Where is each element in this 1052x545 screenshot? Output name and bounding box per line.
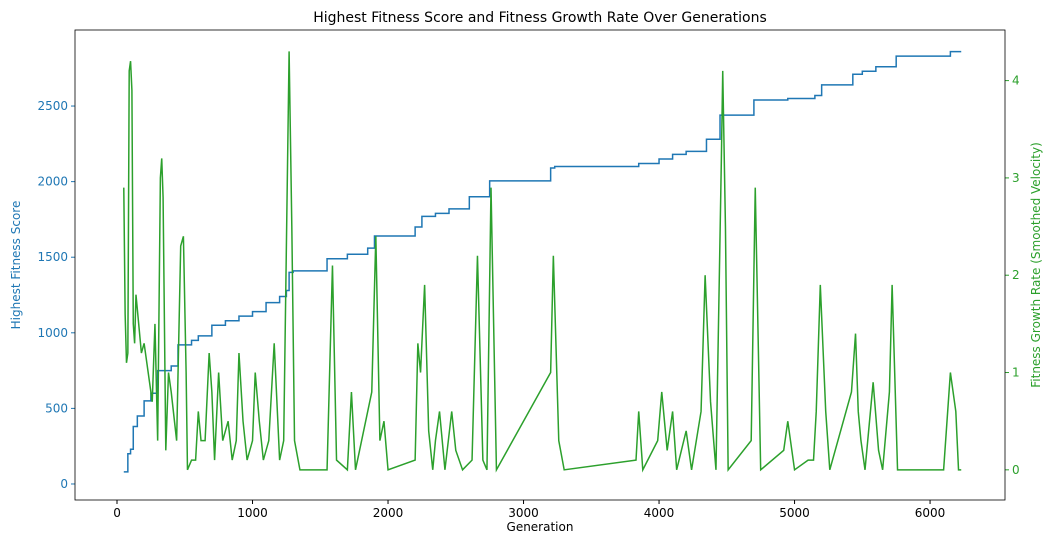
y2-tick-label: 1 — [1012, 366, 1020, 380]
y-tick-label: 2500 — [37, 99, 68, 113]
y-tick-label: 1500 — [37, 250, 68, 264]
y2-tick-label: 2 — [1012, 268, 1020, 282]
y-tick-label: 500 — [45, 401, 68, 415]
y-tick-label: 2000 — [37, 175, 68, 189]
y-axis-label: Highest Fitness Score — [9, 201, 23, 330]
x-tick-label: 1000 — [237, 506, 268, 520]
x-tick-label: 4000 — [644, 506, 675, 520]
x-tick-label: 2000 — [373, 506, 404, 520]
x-tick-label: 5000 — [779, 506, 810, 520]
x-axis-label: Generation — [507, 520, 574, 534]
x-tick-label: 3000 — [508, 506, 539, 520]
x-tick-label: 6000 — [915, 506, 946, 520]
y2-tick-label: 4 — [1012, 74, 1020, 88]
y-tick-label: 0 — [60, 477, 68, 491]
series-line — [123, 50, 962, 473]
y2-axis-label: Fitness Growth Rate (Smoothed Velocity) — [1029, 142, 1043, 388]
y2-tick-label: 3 — [1012, 171, 1020, 185]
x-tick-label: 0 — [113, 506, 121, 520]
y-tick-label: 1000 — [37, 326, 68, 340]
plot-frame — [74, 29, 1006, 501]
y2-tick-label: 0 — [1012, 463, 1020, 477]
series-line — [123, 51, 962, 473]
chart-title: Highest Fitness Score and Fitness Growth… — [313, 10, 767, 26]
